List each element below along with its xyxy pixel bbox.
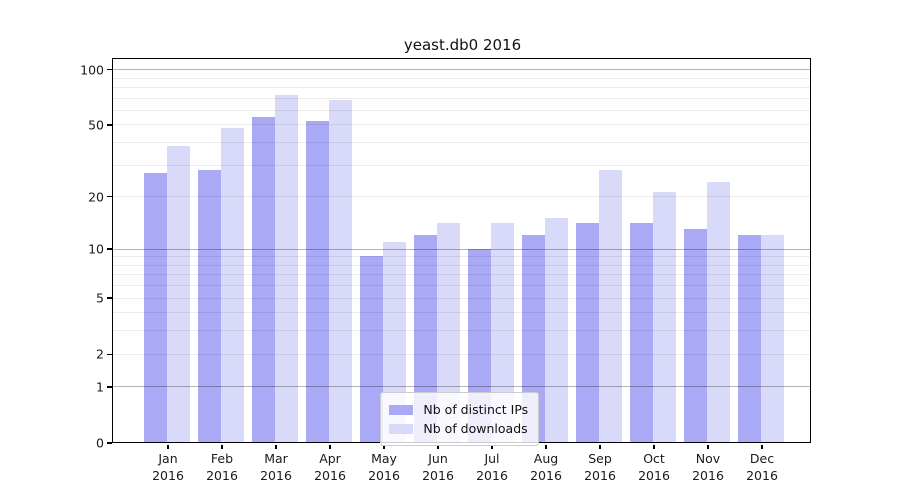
y-tick-label-1: 1 [96,379,104,395]
bar-ips-aug [522,235,546,443]
x-tick-label-apr: Apr 2016 [314,451,346,483]
bar-dl-nov [707,182,731,443]
x-tick-mark-jun [437,444,439,450]
y-tick-mark-1 [107,386,112,388]
legend-label-downloads: Nb of downloads [423,421,528,437]
y-tick-mark-20 [107,196,112,198]
bar-ips-oct [630,223,654,443]
bar-dl-aug [545,218,569,443]
x-tick-label-sep: Sep 2016 [584,451,616,483]
x-tick-mark-jul [491,444,493,450]
x-tick-label-jul: Jul 2016 [476,451,508,483]
bar-ips-sep [576,223,600,443]
legend-swatch-downloads [389,423,414,434]
x-tick-label-nov: Nov 2016 [692,451,724,483]
y-tick-mark-2 [107,353,112,355]
y-tick-mark-100 [107,69,112,71]
y-tick-mark-10 [107,248,112,250]
chart-title: yeast.db0 2016 [403,36,522,54]
x-tick-label-oct: Oct 2016 [638,451,670,483]
bar-ips-feb [198,170,222,443]
x-tick-mark-may [383,444,385,450]
x-tick-label-jan: Jan 2016 [152,451,184,483]
y-tick-label-2: 2 [96,346,104,362]
bar-dl-feb [221,127,245,443]
x-tick-label-may: May 2016 [368,451,400,483]
bar-ips-nov [684,229,708,443]
y-tick-label-100: 100 [80,62,104,78]
x-tick-mark-oct [653,444,655,450]
x-tick-label-mar: Mar 2016 [260,451,292,483]
bar-ips-jun [414,235,438,443]
bar-dl-jul [491,223,515,443]
bar-ips-dec [738,235,762,443]
x-tick-mark-mar [275,444,277,450]
x-tick-label-jun: Jun 2016 [422,451,454,483]
y-tick-label-5: 5 [96,290,104,306]
legend: Nb of distinct IPs Nb of downloads [380,392,540,447]
x-tick-label-aug: Aug 2016 [530,451,562,483]
bar-dl-apr [329,100,353,443]
y-tick-mark-50 [107,124,112,126]
bar-dl-mar [275,95,299,443]
x-tick-mark-dec [761,444,763,450]
bar-ips-mar [252,116,276,443]
bar-dl-sep [599,170,623,443]
bar-dl-dec [761,235,785,443]
x-tick-mark-feb [221,444,223,450]
y-tick-mark-5 [107,297,112,299]
y-tick-mark-0 [107,442,112,444]
bar-dl-jan [167,146,191,443]
legend-item-distinct-ips: Nb of distinct IPs [389,401,528,418]
y-tick-label-50: 50 [88,117,104,133]
x-tick-mark-sep [599,444,601,450]
legend-label-distinct-ips: Nb of distinct IPs [423,402,529,418]
bar-dl-may [383,241,407,443]
bar-dl-oct [653,192,677,443]
x-tick-mark-jan [167,444,169,450]
y-tick-label-10: 10 [88,241,104,257]
bar-ips-jan [144,172,168,443]
bar-ips-apr [306,121,330,443]
y-tick-label-0: 0 [96,435,104,451]
x-tick-label-feb: Feb 2016 [206,451,238,483]
legend-swatch-distinct-ips [389,404,414,415]
bar-ips-may [360,256,384,443]
x-tick-mark-nov [707,444,709,450]
x-tick-label-dec: Dec 2016 [746,451,778,483]
bars-layer [113,59,810,443]
y-tick-label-20: 20 [88,189,104,205]
bar-dl-jun [437,223,461,443]
x-tick-mark-aug [545,444,547,450]
x-tick-mark-apr [329,444,331,450]
plot-area: Nb of distinct IPs Nb of downloads [112,58,812,447]
legend-item-downloads: Nb of downloads [389,420,528,437]
